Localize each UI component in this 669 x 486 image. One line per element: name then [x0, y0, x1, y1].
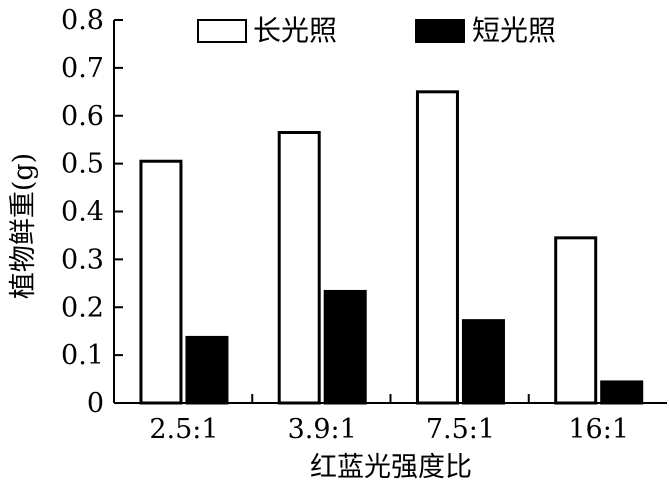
bar-long-light: [554, 236, 598, 405]
legend-label-long-light: 长光照: [253, 14, 337, 47]
bar-long-light: [277, 131, 321, 405]
x-tick-label: 16:1: [568, 414, 629, 445]
x-tick-label: 7.5:1: [426, 414, 495, 445]
y-tick-label: 0.4: [61, 197, 104, 228]
y-tick-label: 0: [87, 388, 104, 419]
bar-long-light: [139, 159, 183, 405]
x-axis-ticks: 2.5:1 3.9:1 7.5:1 16:1: [149, 394, 629, 445]
y-tick-label: 0.3: [61, 244, 104, 275]
y-tick-label: 0.8: [61, 5, 104, 36]
x-tick-label: 3.9:1: [288, 414, 357, 445]
bar-short-light: [600, 380, 644, 405]
x-axis-title: 红蓝光强度比: [310, 452, 472, 483]
y-tick-label: 0.6: [61, 101, 104, 132]
bar-short-light: [461, 319, 505, 405]
y-axis-ticks: 0 0.1 0.2 0.3 0.4 0.5 0.6 0.7 0.8: [61, 5, 123, 419]
bar-short-light: [323, 289, 367, 405]
y-axis-title: 植物鲜重(g): [8, 153, 39, 299]
legend-swatch-short-light: [415, 19, 465, 43]
bar-long-light: [415, 90, 459, 405]
y-tick-label: 0.7: [61, 53, 104, 84]
y-tick-label: 0.2: [61, 292, 104, 323]
bars: [139, 90, 644, 405]
plot-area: 0 0.1 0.2 0.3 0.4 0.5 0.6 0.7 0.8 2.5:1 3.9:1 7.5:…: [61, 5, 667, 445]
y-tick-label: 0.5: [61, 149, 104, 180]
legend: 长光照 短光照: [197, 14, 556, 47]
legend-swatch-long-light: [197, 19, 247, 43]
y-tick-label: 0.1: [61, 340, 104, 371]
x-tick-label: 2.5:1: [149, 414, 218, 445]
bar-short-light: [185, 335, 229, 405]
legend-label-short-light: 短光照: [472, 14, 556, 47]
